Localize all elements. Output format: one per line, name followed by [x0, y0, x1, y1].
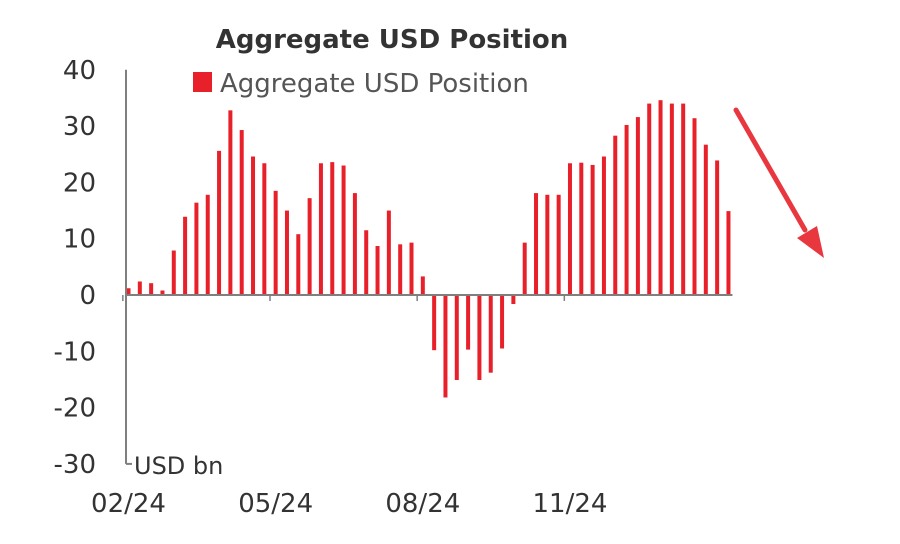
bar	[692, 118, 697, 295]
bar	[126, 288, 131, 295]
bar	[658, 100, 663, 295]
bar	[522, 242, 527, 295]
bar	[149, 283, 154, 295]
bar	[432, 295, 437, 351]
bar	[420, 276, 425, 295]
bar	[251, 156, 256, 295]
y-tick-label: -20	[54, 394, 96, 424]
bar	[500, 295, 505, 349]
bar	[635, 117, 640, 295]
x-tick-label: 02/24	[91, 489, 166, 519]
bar	[330, 162, 335, 295]
bar	[171, 250, 176, 295]
bar	[624, 124, 629, 295]
bar	[545, 194, 550, 295]
bar	[386, 210, 391, 295]
bar	[613, 135, 618, 295]
bar	[556, 194, 561, 295]
bar	[511, 295, 516, 305]
bar	[454, 295, 459, 381]
y-tick-label: 40	[63, 56, 96, 86]
y-tick-label: 20	[63, 168, 96, 198]
bar	[398, 244, 403, 295]
x-axis-tick-labels: 02/24 05/24 08/24 11/24	[91, 489, 607, 519]
x-tick-label: 11/24	[533, 489, 608, 519]
legend-label: Aggregate USD Position	[220, 69, 529, 99]
legend-swatch	[193, 72, 212, 92]
bar	[341, 165, 346, 295]
y-tick-label: 0	[79, 281, 96, 311]
bar	[715, 160, 720, 295]
bar	[601, 156, 606, 295]
bar	[137, 281, 142, 295]
bar	[217, 150, 222, 295]
bar	[409, 242, 414, 295]
x-axis-tick-marks	[122, 295, 566, 465]
bar	[375, 246, 380, 295]
bar	[228, 110, 233, 295]
bar	[352, 193, 357, 295]
bar	[488, 295, 493, 373]
bar	[567, 163, 572, 295]
bar-series	[126, 100, 731, 398]
bar	[262, 163, 267, 295]
bar	[477, 295, 482, 381]
bar	[318, 163, 323, 295]
x-tick-label: 05/24	[238, 489, 313, 519]
bar	[443, 295, 448, 398]
bar	[183, 216, 188, 295]
bar	[534, 193, 539, 295]
bar	[466, 295, 471, 350]
bar	[364, 230, 369, 295]
legend: Aggregate USD Position	[193, 69, 529, 99]
unit-label: USD bn	[134, 452, 223, 480]
bar	[284, 210, 289, 295]
bar	[273, 190, 278, 295]
bar	[703, 144, 708, 295]
x-tick-label: 08/24	[385, 489, 460, 519]
y-tick-label: -10	[54, 337, 96, 367]
y-tick-label: 10	[63, 225, 96, 255]
trend-arrow	[733, 107, 824, 258]
bar	[669, 103, 674, 295]
bar	[160, 290, 165, 295]
bar	[296, 234, 301, 295]
y-axis-tick-labels: 40 30 20 10 0 -10 -20 -30	[54, 56, 96, 480]
bar	[590, 164, 595, 295]
bar	[307, 198, 312, 295]
bar	[239, 130, 244, 295]
y-tick-label: 30	[63, 112, 96, 142]
bar	[579, 162, 584, 295]
bar	[681, 103, 686, 295]
y-tick-label: -30	[54, 450, 96, 480]
chart-title: Aggregate USD Position	[216, 25, 569, 55]
bar	[726, 211, 731, 295]
bar	[194, 202, 199, 295]
bar	[647, 103, 652, 295]
bar	[205, 194, 210, 295]
